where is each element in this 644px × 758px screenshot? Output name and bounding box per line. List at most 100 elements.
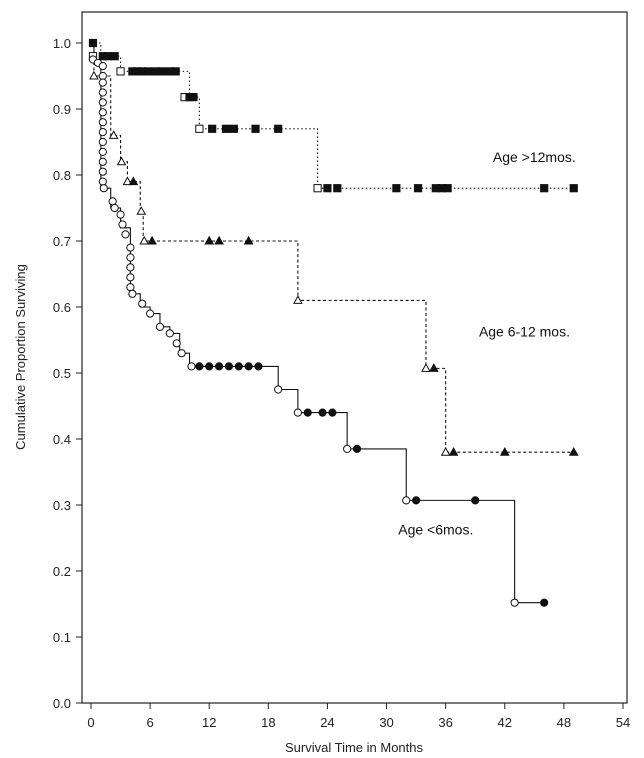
event-marker-circle bbox=[177, 349, 186, 358]
event-marker-circle bbox=[118, 220, 127, 229]
event-marker-circle bbox=[98, 62, 107, 71]
event-marker-square bbox=[195, 124, 204, 133]
event-marker-circle bbox=[126, 283, 135, 292]
y-tick-label: 0.1 bbox=[53, 630, 71, 645]
axis-ticks: 0 6 12 18 24 30 36 42 48 54 0.0 0.1 0.2 0.3 0.4 0.5 0.6 0… bbox=[53, 36, 630, 730]
y-axis-label: Cumulative Proportion Surviving bbox=[13, 264, 28, 450]
event-marker-triangle bbox=[108, 130, 119, 139]
event-marker-circle bbox=[98, 167, 107, 176]
curve-annotation: Age <6mos. bbox=[398, 522, 473, 538]
censor-marker-square bbox=[103, 52, 112, 61]
event-marker-circle bbox=[98, 98, 107, 107]
event-marker-circle bbox=[293, 408, 302, 417]
y-tick-label: 0.0 bbox=[53, 696, 71, 711]
censor-marker-circle bbox=[328, 408, 337, 417]
event-marker-circle bbox=[98, 177, 107, 186]
series-line bbox=[91, 42, 574, 453]
y-tick-label: 0.3 bbox=[53, 498, 71, 513]
censor-marker-triangle bbox=[214, 235, 224, 245]
censor-marker-square bbox=[229, 124, 238, 133]
censor-marker-square bbox=[88, 38, 98, 48]
censor-marker-circle bbox=[412, 496, 421, 505]
censor-marker-circle bbox=[540, 598, 549, 607]
event-marker-circle bbox=[116, 210, 125, 219]
event-marker-circle bbox=[146, 309, 155, 318]
censor-marker-square bbox=[150, 67, 160, 76]
event-marker-circle bbox=[274, 385, 283, 394]
censor-marker-circle bbox=[234, 362, 243, 371]
x-tick-label: 24 bbox=[320, 715, 334, 730]
censor-marker-square bbox=[144, 67, 153, 76]
event-marker-circle bbox=[98, 88, 107, 97]
event-marker-triangle bbox=[136, 206, 147, 215]
censor-marker-circle bbox=[195, 362, 204, 371]
censor-marker-square bbox=[323, 184, 332, 193]
curve-annotations: Age >12mos. Age 6-12 mos. Age <6mos. bbox=[398, 149, 576, 538]
x-tick-label: 6 bbox=[146, 715, 153, 730]
curve-markers bbox=[88, 38, 579, 607]
x-tick-label: 54 bbox=[616, 715, 630, 730]
event-marker-circle bbox=[510, 598, 519, 607]
censor-marker-square bbox=[540, 184, 549, 193]
censor-marker-square bbox=[157, 67, 167, 76]
event-marker-square bbox=[313, 184, 322, 193]
event-marker-circle bbox=[121, 230, 130, 239]
censor-marker-circle bbox=[471, 496, 480, 505]
event-marker-circle bbox=[155, 322, 165, 331]
event-marker-circle bbox=[187, 362, 196, 371]
censor-marker-triangle bbox=[428, 363, 439, 372]
censor-marker-triangle bbox=[448, 446, 459, 456]
censor-marker-square bbox=[413, 184, 423, 193]
event-marker-circle bbox=[98, 108, 107, 117]
event-marker-circle bbox=[126, 263, 135, 272]
event-marker-circle bbox=[343, 444, 352, 453]
censor-marker-circle bbox=[214, 362, 224, 371]
x-axis-label: Survival Time in Months bbox=[285, 740, 423, 755]
censor-marker-triangle bbox=[147, 235, 157, 245]
event-marker-triangle bbox=[139, 235, 150, 245]
x-tick-label: 0 bbox=[87, 715, 94, 730]
x-tick-label: 48 bbox=[557, 715, 571, 730]
curve-annotation: Age 6-12 mos. bbox=[479, 324, 570, 340]
event-marker-circle bbox=[98, 118, 107, 127]
x-tick-label: 30 bbox=[379, 715, 393, 730]
event-marker-circle bbox=[108, 197, 117, 206]
censor-marker-triangle bbox=[568, 446, 579, 456]
y-tick-label: 0.2 bbox=[53, 564, 71, 579]
censor-marker-square bbox=[208, 124, 217, 133]
y-tick-label: 0.6 bbox=[53, 300, 71, 315]
censor-marker-square bbox=[251, 124, 260, 133]
censor-marker-circle bbox=[352, 444, 362, 453]
censor-marker-square bbox=[221, 124, 231, 133]
censor-marker-square bbox=[189, 93, 198, 102]
event-marker-circle bbox=[138, 299, 147, 308]
y-tick-label: 0.8 bbox=[53, 168, 71, 183]
censor-marker-square bbox=[333, 184, 342, 193]
y-tick-label: 1.0 bbox=[53, 36, 71, 51]
event-marker-circle bbox=[98, 128, 107, 137]
event-marker-triangle bbox=[89, 70, 99, 80]
curve-annotation: Age >12mos. bbox=[493, 149, 576, 165]
censor-marker-triangle bbox=[243, 235, 254, 245]
censor-marker-circle bbox=[224, 362, 234, 371]
censor-marker-circle bbox=[303, 408, 312, 417]
x-tick-label: 36 bbox=[438, 715, 452, 730]
event-marker-circle bbox=[99, 184, 108, 193]
censor-marker-square bbox=[392, 184, 401, 193]
event-marker-circle bbox=[98, 147, 107, 156]
censor-marker-square bbox=[274, 124, 283, 133]
event-marker-circle bbox=[172, 339, 181, 348]
plot-frame bbox=[81, 11, 628, 704]
event-marker-triangle bbox=[440, 446, 451, 456]
censor-marker-square bbox=[569, 184, 578, 193]
event-marker-circle bbox=[126, 253, 135, 262]
censor-marker-square bbox=[110, 52, 119, 61]
x-tick-label: 18 bbox=[261, 715, 275, 730]
event-marker-circle bbox=[98, 157, 107, 166]
event-marker-circle bbox=[126, 273, 135, 282]
event-marker-triangle bbox=[293, 295, 303, 304]
event-marker-circle bbox=[110, 203, 119, 213]
y-tick-label: 0.9 bbox=[53, 102, 71, 117]
event-marker-triangle bbox=[122, 176, 133, 186]
